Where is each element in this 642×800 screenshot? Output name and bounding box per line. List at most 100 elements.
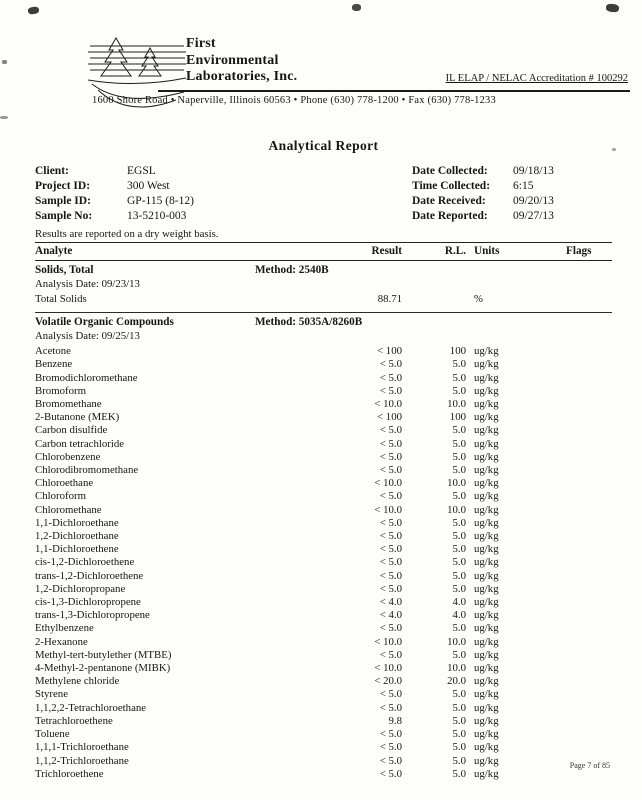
table-cell (552, 411, 612, 424)
table-cell: 5.0 (452, 464, 467, 477)
table-cell (552, 345, 612, 358)
table-cell: < 5.0 (379, 358, 402, 371)
info-label: Client: (35, 165, 69, 177)
table-cell: 100 (449, 411, 466, 424)
table-cell: < 5.0 (379, 543, 402, 556)
company-name: First Environmental Laboratories, Inc. (186, 36, 297, 86)
table-cell: ug/kg (474, 530, 499, 543)
table-cell: 1,1-Dichloroethane (35, 516, 119, 529)
table-cell: ug/kg (474, 728, 499, 741)
analysis-date: Analysis Date: 09/25/13 (35, 329, 140, 342)
table-cell: 1,2-Dichloroethane (35, 530, 119, 543)
table-cell: < 5.0 (379, 582, 402, 595)
table-row: Carbon disulfide < 5.0 5.0 ug/kg (35, 424, 612, 437)
table-row: Total Solids 88.71% (35, 293, 612, 306)
table-cell (552, 372, 612, 385)
table-cell (552, 570, 612, 583)
table-cell: ug/kg (474, 714, 499, 727)
table-cell: 100 (449, 345, 466, 358)
info-value: 09/20/13 (513, 195, 554, 207)
analysis-date: Analysis Date: 09/23/13 (35, 277, 140, 290)
table-cell: Toluene (35, 728, 70, 741)
table-row: Bromoform < 5.0 5.0 ug/kg (35, 385, 612, 398)
info-label: Sample ID: (35, 195, 91, 207)
table-row: Carbon tetrachloride < 5.0 5.0 ug/kg (35, 438, 612, 451)
table-cell (552, 504, 612, 517)
table-cell: cis-1,2-Dichloroethene (35, 556, 135, 569)
table-cell: ug/kg (474, 741, 499, 754)
table-cell: trans-1,2-Dichloroethene (35, 569, 144, 582)
scan-artifact (605, 3, 620, 13)
table-cell (552, 715, 612, 728)
table-cell (552, 517, 612, 530)
page-number: Page 7 of 85 (569, 761, 610, 770)
table-row: 4-Methyl-2-pentanone (MIBK) < 10.0 10.0 ug/… (35, 662, 612, 675)
company-name-line: Environmental (186, 52, 279, 68)
table-cell: 10.0 (447, 398, 466, 411)
section-name: Volatile Organic Compounds (35, 316, 174, 329)
table-cell: ug/kg (474, 569, 499, 582)
table-cell: 1,1-Dichloroethene (35, 543, 119, 556)
table-cell: Chlorobenzene (35, 450, 101, 463)
info-label: Sample No: (35, 210, 93, 222)
table-cell (552, 438, 612, 451)
table-cell (552, 662, 612, 675)
table-cell: ug/kg (474, 437, 499, 450)
table-cell: < 20.0 (374, 675, 402, 688)
info-value: 13-5210-003 (127, 210, 187, 222)
table-cell (552, 609, 612, 622)
table-row: Chlorodibromomethane < 5.0 5.0 ug/kg (35, 464, 612, 477)
info-row: Date Reported: 09/27/13 (412, 209, 612, 224)
dry-weight-note: Results are reported on a dry weight bas… (35, 227, 612, 243)
table-cell: 5.0 (452, 728, 467, 741)
report-section: Solids, Total Method: 2540B Analysis Date:… (35, 261, 612, 310)
table-cell: < 5.0 (379, 490, 402, 503)
info-value: 09/18/13 (513, 165, 554, 177)
info-label: Date Received: (412, 195, 486, 207)
table-cell: 2-Butanone (MEK) (35, 411, 120, 424)
table-cell: ug/kg (474, 622, 499, 635)
table-cell: cis-1,3-Dichloropropene (35, 596, 141, 609)
table-cell: < 10.0 (374, 503, 402, 516)
table-cell: ug/kg (474, 371, 499, 384)
table-row: Bromomethane < 10.0 10.0 ug/kg (35, 398, 612, 411)
table-row: Methyl-tert-butylether (MTBE) < 5.0 5.0 ug/… (35, 649, 612, 662)
table-cell: ug/kg (474, 450, 499, 463)
table-cell: Chloromethane (35, 503, 102, 516)
table-cell: 5.0 (452, 688, 467, 701)
table-cell: 5.0 (452, 741, 467, 754)
table-cell: 5.0 (452, 490, 467, 503)
table-cell (552, 358, 612, 371)
table-row: Bromodichloromethane < 5.0 5.0 ug/kg (35, 372, 612, 385)
info-label: Date Collected: (412, 165, 488, 177)
table-cell: ug/kg (474, 358, 499, 371)
table-cell: 10.0 (447, 662, 466, 675)
table-cell (552, 398, 612, 411)
scan-artifact (612, 148, 616, 151)
table-cell: < 5.0 (379, 556, 402, 569)
table-cell: 5.0 (452, 648, 467, 661)
table-cell (552, 636, 612, 649)
table-cell: Trichloroethene (35, 767, 104, 780)
table-cell: Carbon disulfide (35, 424, 108, 437)
table-cell: 5.0 (452, 450, 467, 463)
table-row: 1,1,2,2-Tetrachloroethane < 5.0 5.0 ug/kg (35, 702, 612, 715)
table-cell: 5.0 (452, 543, 467, 556)
table-row: Trichloroethene < 5.0 5.0 ug/kg (35, 768, 612, 781)
table-cell: trans-1,3-Dichloropropene (35, 609, 150, 622)
table-cell: ug/kg (474, 411, 499, 424)
table-cell: < 5.0 (379, 688, 402, 701)
table-cell: ug/kg (474, 582, 499, 595)
table-cell: ug/kg (474, 384, 499, 397)
table-cell (552, 688, 612, 701)
table-row: Chlorobenzene < 5.0 5.0 ug/kg (35, 451, 612, 464)
report-section: Volatile Organic Compounds Method: 5035A/… (35, 312, 612, 785)
table-cell: 5.0 (452, 371, 467, 384)
info-row: Sample No: 13-5210-003 (35, 209, 412, 224)
table-cell: 10.0 (447, 477, 466, 490)
section-header: Volatile Organic Compounds Method: 5035A/… (35, 316, 612, 330)
section-method: Method: 5035A/8260B (255, 316, 363, 329)
table-cell (552, 530, 612, 543)
info-right: Date Collected: 09/18/13 Time Collected: 6:… (412, 164, 612, 224)
